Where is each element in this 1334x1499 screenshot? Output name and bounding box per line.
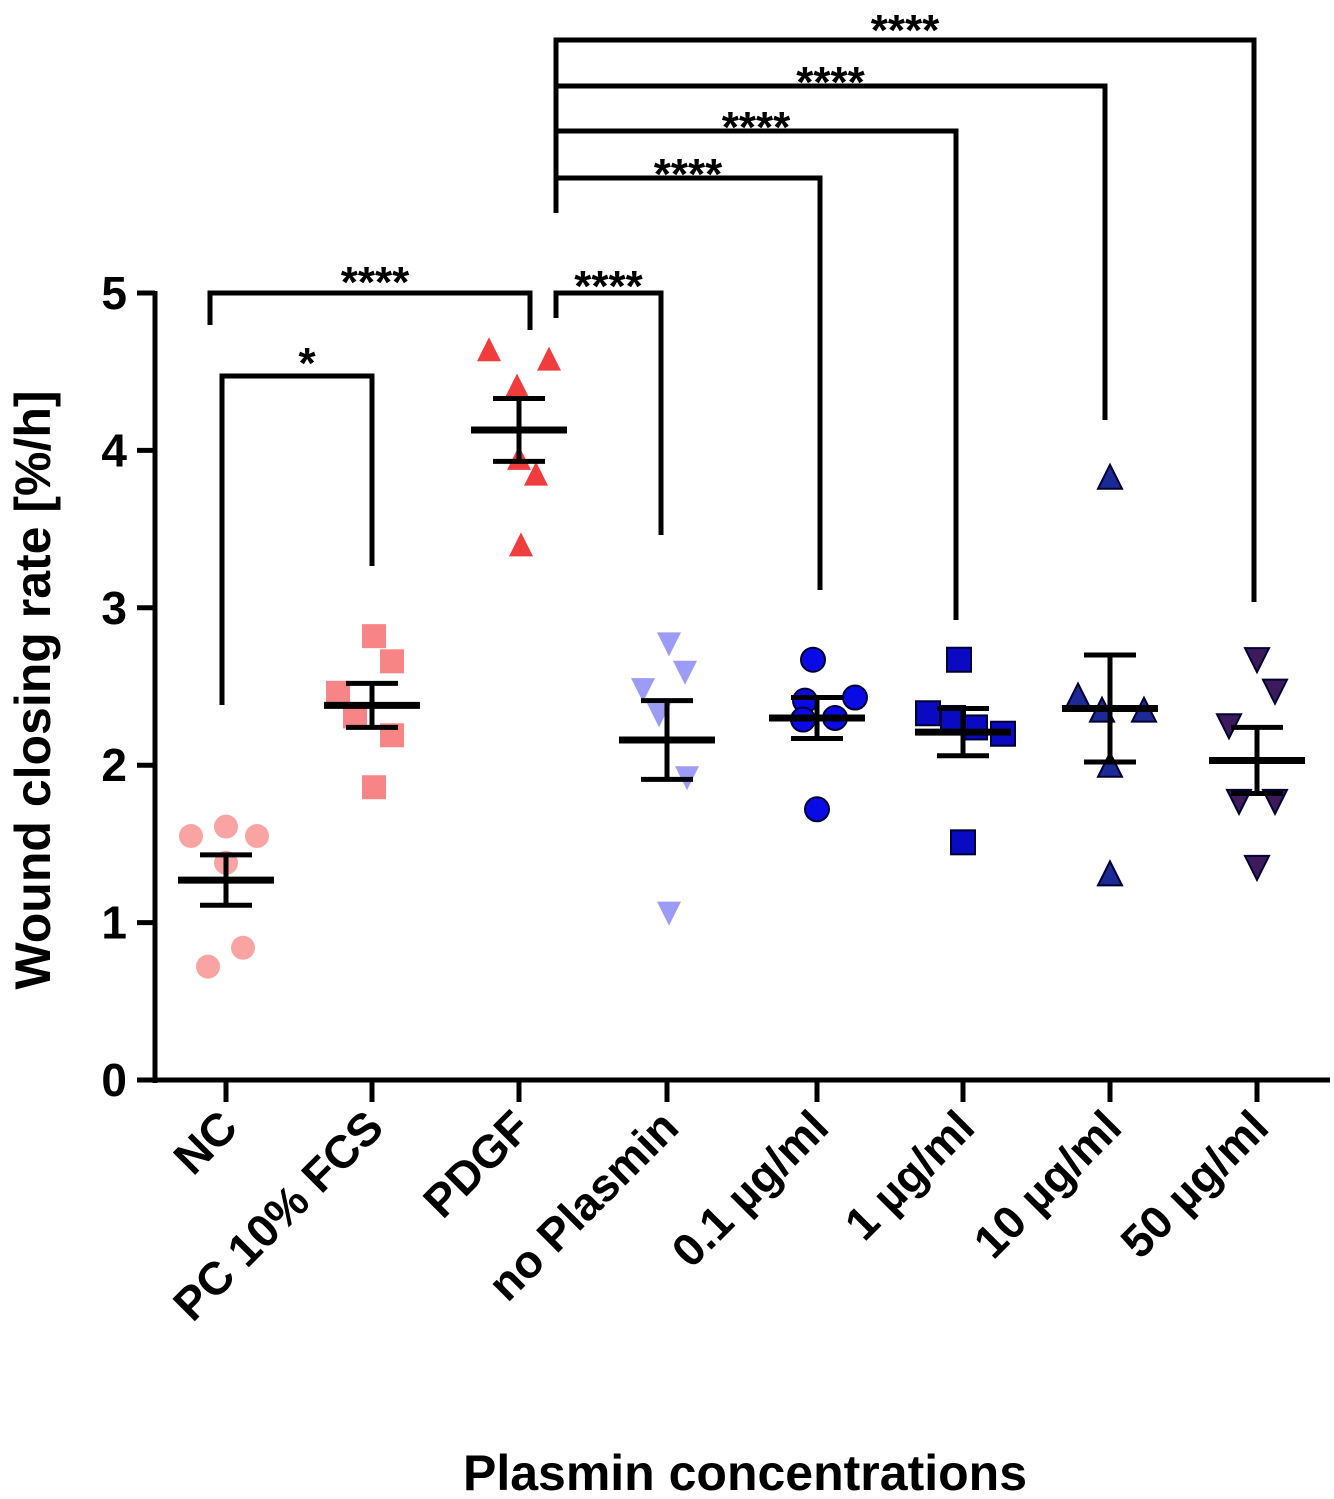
data-point xyxy=(842,684,868,711)
error-bar xyxy=(1084,652,1136,765)
data-point xyxy=(537,346,561,371)
data-point xyxy=(657,901,681,926)
data-point xyxy=(477,337,501,362)
data-point xyxy=(505,373,529,398)
y-tick-label: 3 xyxy=(101,582,127,634)
data-point xyxy=(362,775,386,800)
significance-label: **** xyxy=(574,262,643,311)
significance-bracket xyxy=(219,373,375,705)
y-tick-label: 5 xyxy=(101,267,127,319)
x-tick-label: 1 µg/ml xyxy=(835,1100,985,1250)
data-point xyxy=(179,824,203,849)
y-tick-label: 1 xyxy=(101,897,127,949)
x-tick-label: 10 µg/ml xyxy=(963,1100,1131,1268)
data-point xyxy=(673,660,697,685)
data-point xyxy=(946,646,972,673)
data-point xyxy=(509,532,533,557)
data-point xyxy=(962,714,988,741)
x-tick-label: PDGF xyxy=(413,1100,540,1227)
data-point xyxy=(231,935,255,960)
significance-bracket xyxy=(553,290,664,535)
significance-bracket xyxy=(553,37,1257,602)
data-point xyxy=(1261,678,1289,706)
error-bar xyxy=(493,395,545,464)
data-point xyxy=(214,814,238,839)
error-bar xyxy=(641,698,693,782)
y-tick-label: 2 xyxy=(101,739,127,791)
error-bar xyxy=(1231,724,1283,797)
error-bar xyxy=(937,706,989,759)
data-point xyxy=(1096,462,1124,490)
significance-label: **** xyxy=(722,103,791,152)
data-point xyxy=(196,954,220,979)
significance-label: **** xyxy=(871,6,940,55)
y-tick-label: 4 xyxy=(101,424,127,476)
data-point xyxy=(1064,681,1092,709)
data-point xyxy=(362,624,386,649)
significance-bracket xyxy=(207,290,533,330)
significance-label: **** xyxy=(654,150,723,199)
error-bar xyxy=(200,852,252,908)
data-point xyxy=(657,632,681,657)
x-tick-label: 0.1 µg/ml xyxy=(661,1100,838,1277)
data-point xyxy=(915,700,941,727)
error-bar xyxy=(346,680,398,730)
data-point xyxy=(1243,647,1271,675)
data-point xyxy=(524,461,548,486)
x-axis-title: Plasmin concentrations xyxy=(463,1445,1027,1499)
data-point xyxy=(800,646,826,673)
x-tick-label: NC xyxy=(163,1100,247,1184)
significance-bracket xyxy=(553,128,959,620)
data-point xyxy=(950,829,976,856)
data-point xyxy=(804,796,830,823)
data-point xyxy=(631,678,655,703)
significance-bracket xyxy=(553,83,1108,420)
data-point xyxy=(380,649,404,674)
data-point xyxy=(245,824,269,849)
y-tick-label: 0 xyxy=(101,1054,127,1106)
data-point xyxy=(1243,854,1271,883)
y-axis-title: Wound closing rate [%/h] xyxy=(5,390,61,989)
x-tick-label: 50 µg/ml xyxy=(1110,1100,1278,1268)
data-point xyxy=(1096,859,1124,887)
significance-label: **** xyxy=(341,258,410,307)
data-point xyxy=(1096,750,1124,778)
significance-bracket xyxy=(553,175,823,590)
significance-label: * xyxy=(298,339,316,388)
significance-label: **** xyxy=(796,58,865,107)
error-bar xyxy=(791,695,843,741)
